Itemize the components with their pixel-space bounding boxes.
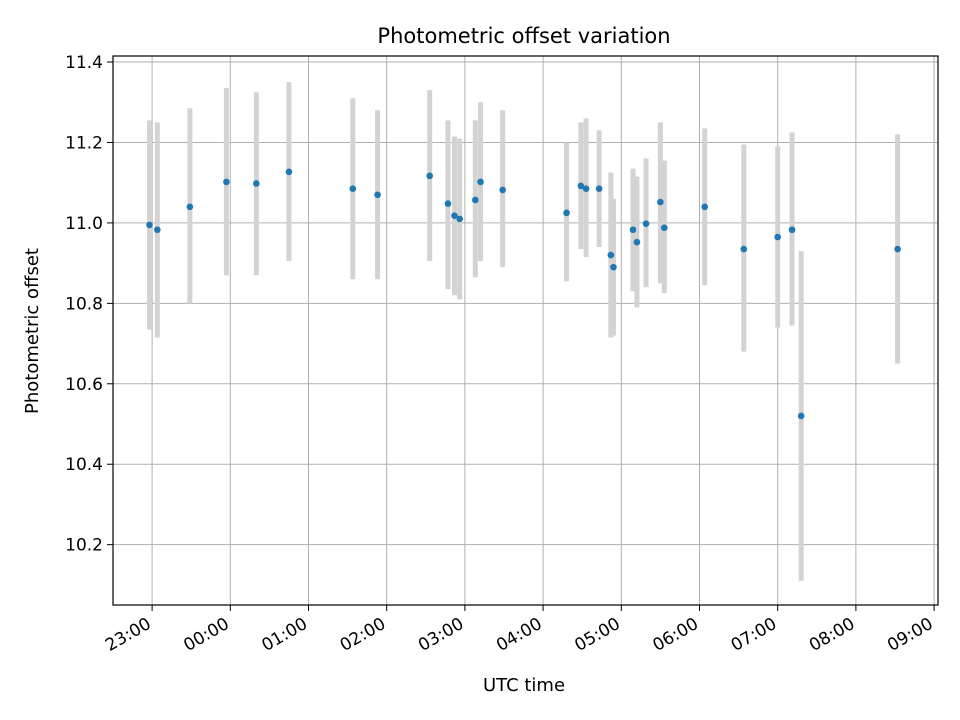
data-point — [661, 224, 668, 232]
y-axis-ticks: 10.2 10.4 10.6 10.8 11.0 11.2 11.4 — [65, 53, 113, 556]
point-layer — [146, 168, 901, 420]
data-point — [223, 178, 230, 186]
data-point — [740, 245, 748, 253]
data-point — [633, 238, 641, 246]
data-point — [285, 168, 293, 176]
data-point — [774, 233, 781, 241]
plot-frame — [112, 55, 939, 606]
data-point — [788, 226, 796, 234]
data-point — [894, 245, 901, 253]
data-point — [477, 178, 484, 186]
data-point — [797, 412, 805, 420]
y-tick-label: 11.4 — [65, 53, 103, 73]
data-point — [186, 203, 194, 211]
x-axis-title: UTC time — [483, 675, 565, 696]
data-point — [499, 186, 506, 194]
data-point — [607, 251, 615, 259]
data-point — [582, 185, 590, 193]
data-point — [642, 220, 650, 228]
y-tick-label: 11.0 — [65, 214, 103, 234]
y-tick-label: 10.8 — [65, 294, 103, 314]
data-point — [374, 191, 381, 199]
data-point — [253, 180, 260, 187]
data-point — [426, 172, 434, 180]
data-point — [349, 185, 357, 193]
data-point — [146, 221, 153, 229]
data-point — [444, 200, 452, 207]
y-tick-label: 11.2 — [65, 133, 103, 153]
data-point — [577, 182, 585, 190]
data-point — [595, 185, 603, 193]
y-tick-label: 10.6 — [65, 375, 103, 395]
data-point — [610, 263, 617, 271]
data-point — [472, 196, 479, 204]
y-tick-label: 10.2 — [65, 536, 103, 556]
data-point — [701, 203, 709, 211]
data-point — [154, 226, 161, 234]
y-tick-label: 10.4 — [65, 455, 103, 475]
data-point — [451, 212, 458, 219]
data-point — [657, 198, 664, 206]
chart-title: Photometric offset variation — [377, 24, 670, 48]
data-point — [629, 226, 637, 234]
data-point — [456, 215, 463, 223]
y-axis-title: Photometric offset — [22, 248, 43, 414]
data-point — [563, 209, 570, 217]
